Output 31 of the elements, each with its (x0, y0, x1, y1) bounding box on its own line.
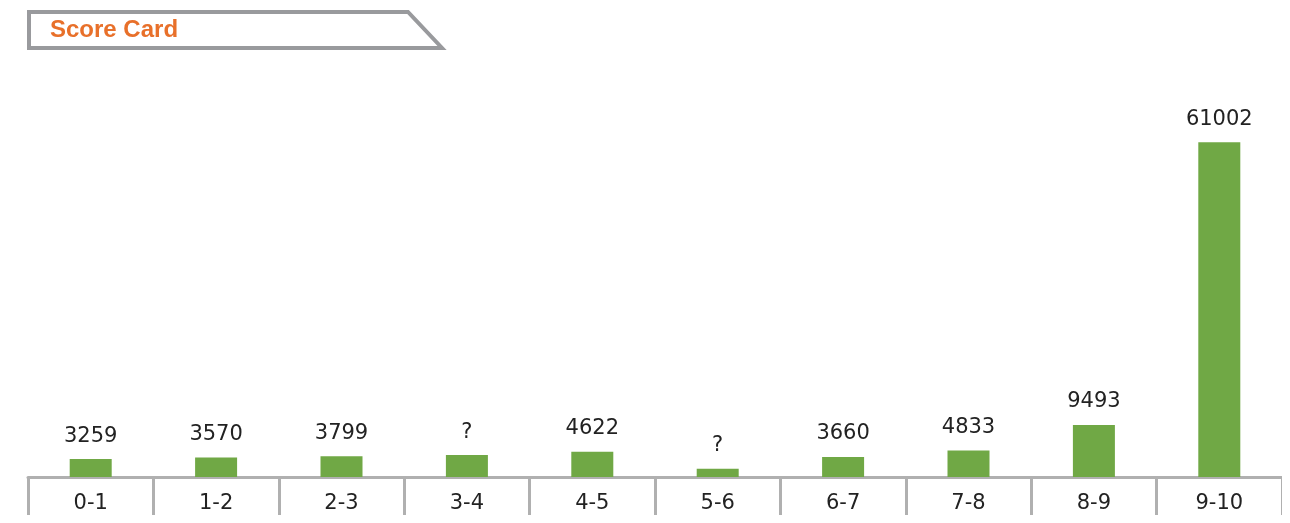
x-tick-label: 3-4 (449, 489, 485, 514)
bar (571, 451, 614, 477)
bar (320, 456, 363, 477)
x-tick-label: 2-3 (324, 489, 359, 514)
x-tick-label: 7-8 (951, 489, 986, 514)
data-label: ? (712, 432, 724, 457)
x-tick-label: 0-1 (73, 489, 108, 514)
x-tick-label: 4-5 (575, 489, 610, 514)
bar (1198, 142, 1241, 477)
data-label: 4622 (565, 415, 620, 440)
data-label: 3660 (816, 420, 870, 445)
data-label: 3570 (189, 420, 243, 445)
bar (947, 450, 990, 477)
x-tick-label: 8-9 (1076, 489, 1112, 514)
bar (445, 455, 488, 477)
bar (696, 468, 739, 477)
data-label: 9493 (1067, 388, 1121, 413)
x-tick-label: 1-2 (198, 489, 234, 514)
data-label: ? (461, 418, 473, 443)
data-label: 3799 (314, 419, 369, 444)
data-label: 3259 (63, 422, 118, 447)
data-label: 4833 (941, 413, 996, 438)
data-label: 61002 (1185, 105, 1253, 130)
bar (69, 459, 112, 477)
x-tick-label: 5-6 (700, 489, 735, 514)
bar (822, 456, 865, 477)
x-tick-label: 6-7 (825, 489, 861, 514)
bar (1072, 424, 1115, 477)
bar (195, 457, 238, 477)
chart-title: Score Card (50, 14, 179, 42)
x-tick-label: 9-10 (1195, 489, 1244, 514)
